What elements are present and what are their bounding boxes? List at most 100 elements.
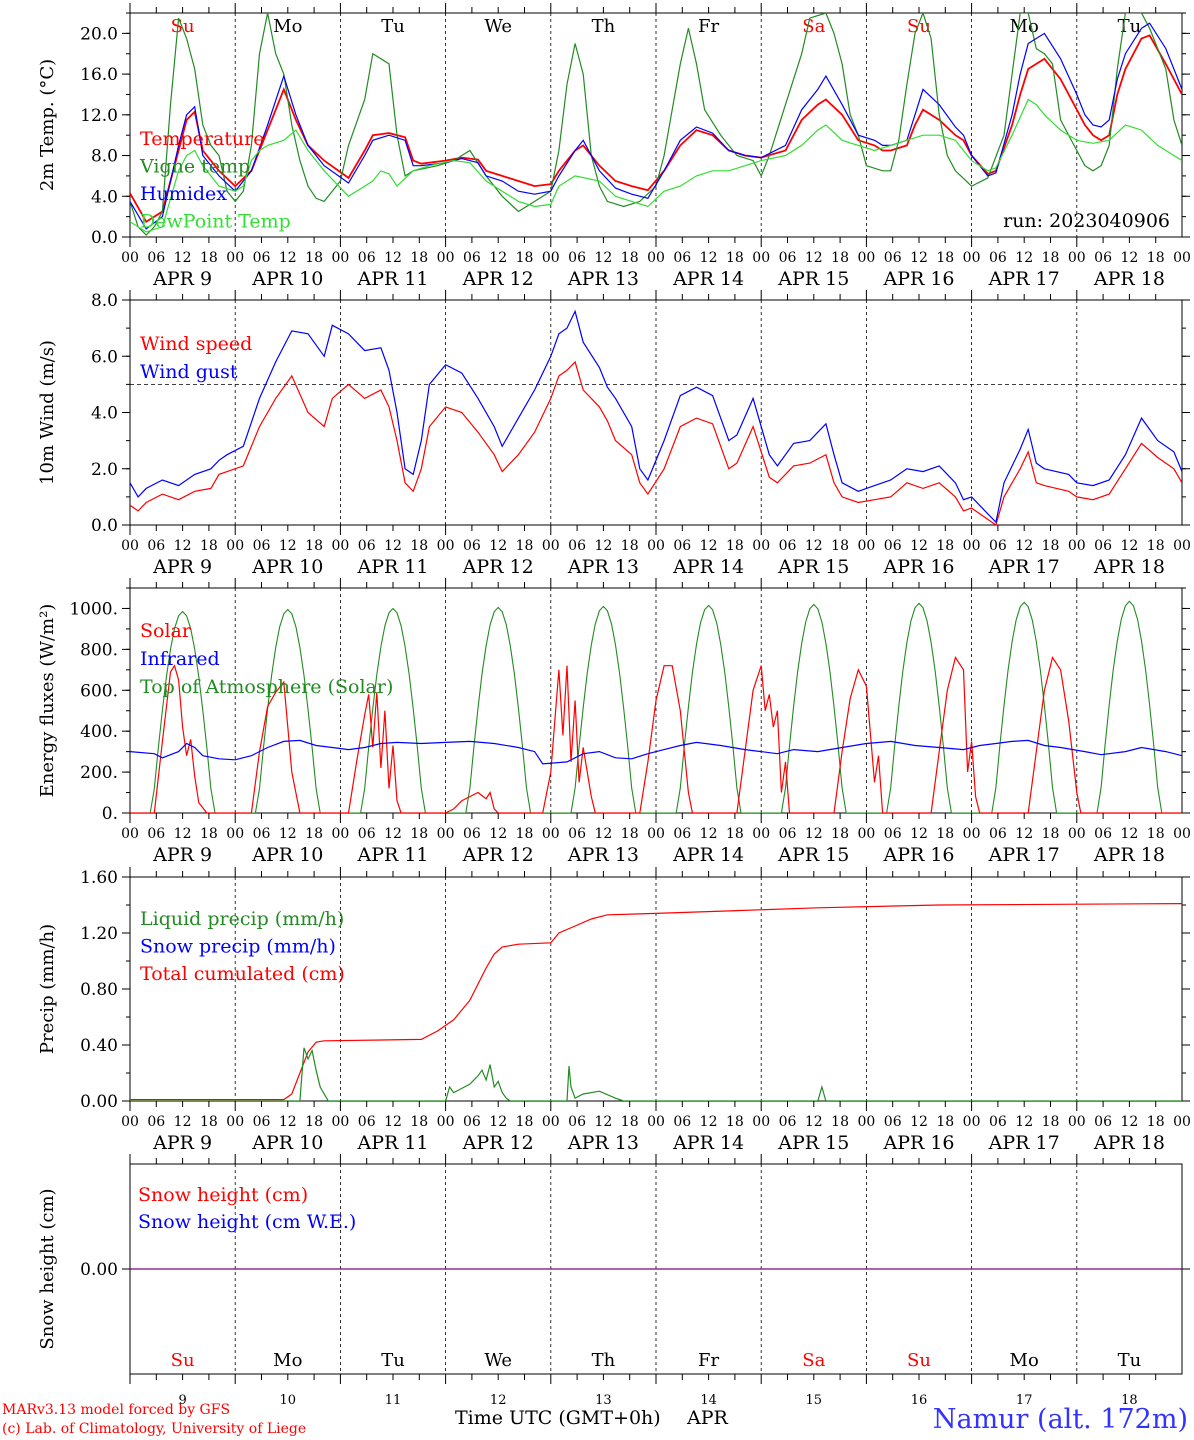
- panel-snow: 0.00 Snow height (cm) Su 9 Mo 10 Tu 11 We 12 Th 13 F…: [37, 1154, 1190, 1408]
- y-tick-label: 1.20: [80, 924, 118, 944]
- y-tick-label: 8.0: [91, 291, 118, 311]
- x-date-label: APR 18: [1093, 556, 1165, 578]
- x-hour-label: 00: [121, 826, 139, 842]
- y-tick-label: 2.0: [91, 460, 118, 480]
- x-hour-label: 12: [594, 250, 612, 266]
- day-name-label: Su: [907, 16, 931, 37]
- x-hour-label: 06: [358, 538, 376, 554]
- legend-entry: Snow height (cm): [138, 1184, 308, 1206]
- x-axis-label: Time UTC (GMT+0h): [455, 1407, 661, 1429]
- x-date-label: APR 17: [988, 844, 1060, 866]
- x-hour-label: 18: [936, 826, 954, 842]
- day-number-label: 18: [1121, 1393, 1138, 1408]
- x-date-label: APR 18: [1093, 844, 1165, 866]
- panel-precip: 0.00 0.40 0.80 1.20 1.60 Precip (mm/h) 00 06 12 1…: [37, 867, 1191, 1154]
- x-hour-label: 00: [1068, 538, 1086, 554]
- x-hour-label: 00: [121, 1114, 139, 1130]
- x-hour-label: 18: [726, 826, 744, 842]
- x-hour-label: 00: [542, 250, 560, 266]
- x-hour-label: 18: [621, 250, 639, 266]
- x-date-label: APR 9: [152, 1132, 212, 1154]
- legend-entry: Snow height (cm W.E.): [138, 1211, 356, 1233]
- x-hour-label: 12: [1120, 250, 1138, 266]
- x-hour-label: 18: [726, 250, 744, 266]
- series-line-top-of-atmosphere: [130, 600, 1182, 813]
- x-hour-label: 06: [568, 826, 586, 842]
- y-axis-label: Precip (mm/h): [37, 924, 58, 1054]
- legend-entry: Wind speed: [140, 333, 252, 355]
- x-hour-label: 12: [279, 538, 297, 554]
- x-date-label: APR 16: [882, 556, 954, 578]
- legend-entry: Wind gust: [140, 361, 238, 383]
- y-tick-label: 0.0: [91, 228, 118, 248]
- x-hour-label: 06: [463, 538, 481, 554]
- x-hour-label: 18: [516, 250, 534, 266]
- legend-entry: Vigne temp: [139, 156, 250, 178]
- x-hour-label: 00: [331, 1114, 349, 1130]
- day-number-label: 10: [280, 1393, 297, 1408]
- day-name-label: Th: [592, 1350, 616, 1371]
- legend-entry: Snow precip (mm/h): [140, 936, 336, 958]
- x-hour-label: 00: [647, 1114, 665, 1130]
- x-hour-label: 00: [1173, 1114, 1191, 1130]
- x-hour-label: 18: [1042, 250, 1060, 266]
- y-tick-label: 0.: [102, 804, 118, 824]
- plot-frame: [129, 299, 1183, 526]
- x-hour-label: 12: [805, 1114, 823, 1130]
- location-label: Namur (alt. 172m): [933, 1404, 1188, 1435]
- day-name-label: Sa: [802, 1350, 825, 1371]
- x-date-label: APR 13: [567, 268, 639, 290]
- panel-energy: 0. 200. 400. 600. 800. 1000. Energy fluxes (W/…: [37, 578, 1191, 866]
- day-name-label: Tu: [381, 1350, 405, 1371]
- x-date-label: APR 11: [356, 268, 428, 290]
- legend: Temperature Vigne temp Humidex DewPoint Tem…: [139, 128, 291, 233]
- x-hour-label: 12: [1015, 538, 1033, 554]
- y-axis-label: Energy fluxes (W/m²): [37, 604, 58, 798]
- x-hour-label: 12: [594, 826, 612, 842]
- x-hour-label: 12: [805, 250, 823, 266]
- x-hour-label: 06: [147, 250, 165, 266]
- series-line-dewpoint-temp: [130, 98, 1182, 233]
- legend-entry: Infrared: [140, 648, 220, 670]
- x-hour-label: 12: [1015, 1114, 1033, 1130]
- x-hour-label: 06: [253, 250, 271, 266]
- y-tick-label: 0.00: [80, 1260, 118, 1280]
- x-hour-label: 06: [989, 1114, 1007, 1130]
- x-date-label: APR 16: [882, 1132, 954, 1154]
- x-hour-label: 12: [279, 826, 297, 842]
- x-date-label: APR 10: [251, 268, 323, 290]
- x-hour-label: 00: [963, 250, 981, 266]
- x-hour-label: 12: [384, 250, 402, 266]
- x-hour-label: 00: [752, 1114, 770, 1130]
- y-tick-label: 0.00: [80, 1092, 118, 1112]
- x-hour-label: 18: [831, 250, 849, 266]
- x-hour-label: 18: [516, 1114, 534, 1130]
- x-hour-label: 06: [673, 538, 691, 554]
- x-hour-label: 00: [857, 538, 875, 554]
- x-hour-label: 06: [147, 538, 165, 554]
- day-name-label: Su: [171, 16, 195, 37]
- x-date-label: APR 17: [988, 268, 1060, 290]
- x-hour-label: 12: [384, 826, 402, 842]
- x-hour-label: 00: [226, 1114, 244, 1130]
- x-hour-label: 06: [358, 1114, 376, 1130]
- x-hour-label: 18: [621, 538, 639, 554]
- x-hour-label: 00: [331, 826, 349, 842]
- x-date-label: APR 13: [567, 1132, 639, 1154]
- y-tick-label: 8.0: [91, 147, 118, 167]
- x-hour-label: 18: [831, 1114, 849, 1130]
- x-hour-label: 00: [226, 538, 244, 554]
- x-hour-label: 18: [621, 826, 639, 842]
- y-tick-label: 12.0: [80, 106, 118, 126]
- x-hour-label: 12: [384, 1114, 402, 1130]
- day-name-label: Tu: [1118, 16, 1142, 37]
- y-tick-label: 16.0: [80, 65, 118, 85]
- x-hour-label: 06: [884, 538, 902, 554]
- x-hour-label: 12: [1120, 1114, 1138, 1130]
- legend-entry: DewPoint Temp: [140, 211, 291, 233]
- series-line-vigne-temp: [130, 13, 1182, 236]
- x-hour-label: 00: [647, 538, 665, 554]
- x-hour-label: 06: [568, 250, 586, 266]
- x-hour-label: 12: [279, 250, 297, 266]
